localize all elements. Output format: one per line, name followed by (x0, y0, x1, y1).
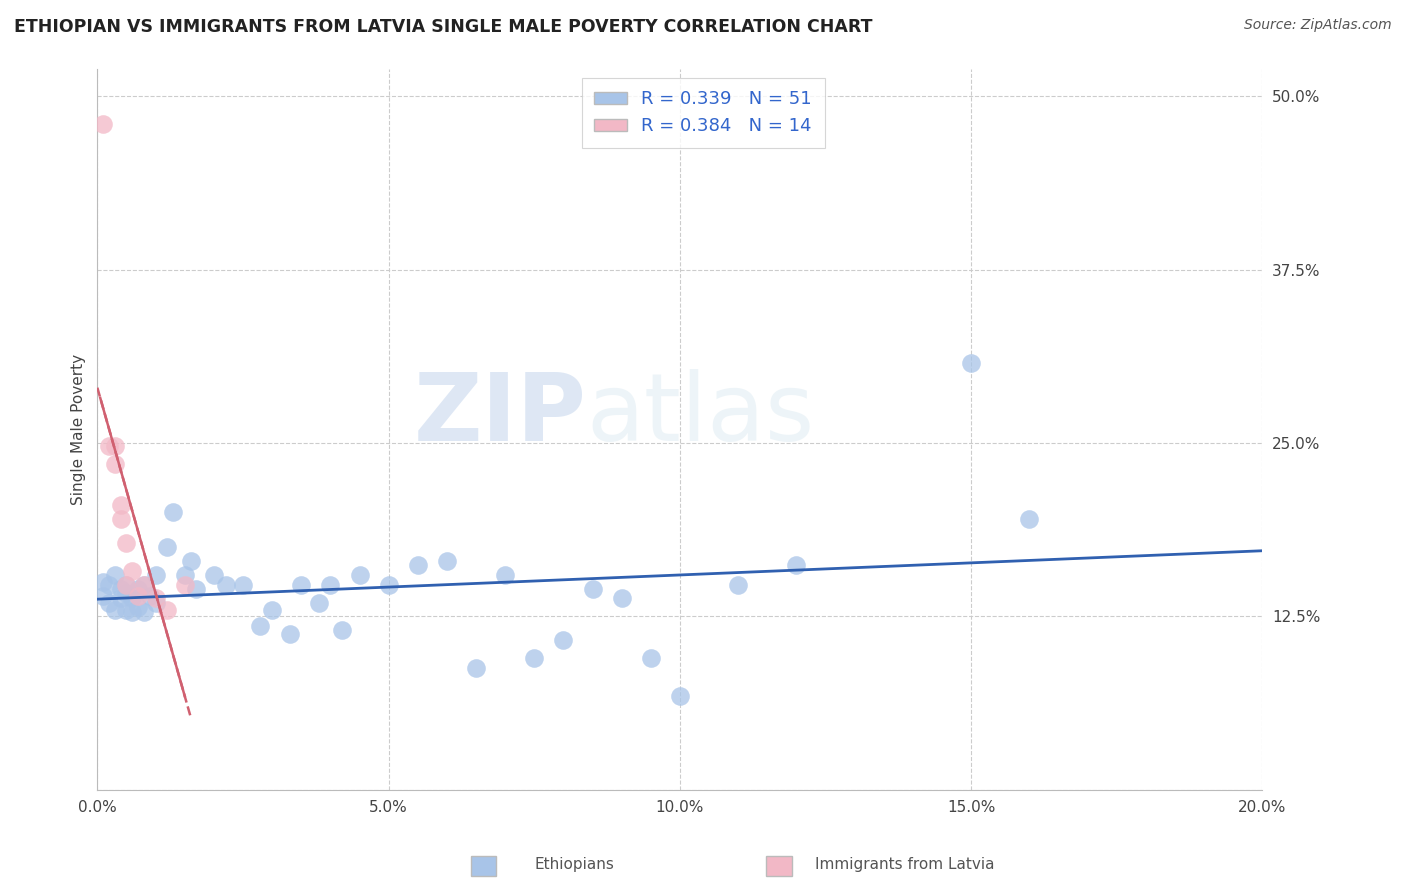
Point (104, 457, 127, 471)
Point (110, 512, 132, 526)
Point (132, 577, 155, 591)
Point (132, 605, 155, 619)
Text: ZIP: ZIP (413, 368, 586, 461)
Point (91, 589, 114, 603)
Point (278, 627, 301, 641)
Point (785, 558, 807, 573)
Point (115, 577, 138, 591)
Point (232, 577, 254, 591)
Point (110, 499, 132, 513)
Point (180, 554, 202, 568)
Point (319, 577, 342, 591)
Point (377, 577, 399, 591)
Point (465, 661, 488, 675)
Point (121, 591, 143, 606)
Point (308, 596, 330, 610)
Point (523, 651, 546, 665)
Point (349, 567, 371, 582)
Point (139, 589, 162, 603)
Point (156, 540, 179, 554)
Point (115, 577, 138, 591)
Point (98, 577, 121, 591)
Point (127, 582, 149, 596)
Point (249, 619, 271, 633)
Point (214, 577, 236, 591)
Point (115, 602, 138, 616)
Point (121, 564, 143, 578)
Point (127, 589, 149, 603)
Point (104, 602, 127, 616)
Point (145, 567, 167, 582)
Text: Immigrants from Latvia: Immigrants from Latvia (815, 857, 995, 872)
Text: atlas: atlas (586, 368, 815, 461)
Point (330, 624, 353, 638)
Text: Source: ZipAtlas.com: Source: ZipAtlas.com (1244, 18, 1392, 32)
Point (115, 586, 138, 600)
Text: Ethiopians: Ethiopians (534, 857, 614, 872)
Point (610, 591, 633, 606)
Point (132, 577, 155, 591)
Point (186, 582, 208, 596)
Point (91, 574, 114, 589)
Point (110, 591, 132, 606)
Point (110, 582, 132, 596)
Point (669, 689, 692, 703)
Point (406, 558, 429, 573)
Point (91, 117, 114, 131)
Point (127, 599, 149, 614)
Point (173, 577, 195, 591)
Point (162, 505, 184, 519)
Point (553, 633, 575, 648)
Text: ETHIOPIAN VS IMMIGRANTS FROM LATVIA SINGLE MALE POVERTY CORRELATION CHART: ETHIOPIAN VS IMMIGRANTS FROM LATVIA SING… (14, 18, 873, 36)
Point (494, 567, 516, 582)
Point (98, 439, 121, 453)
Point (104, 567, 127, 582)
Point (115, 536, 138, 550)
Point (145, 596, 167, 610)
Point (156, 602, 179, 616)
Point (98, 596, 121, 610)
Legend: R = 0.339   N = 51, R = 0.384   N = 14: R = 0.339 N = 51, R = 0.384 N = 14 (582, 78, 825, 148)
Point (581, 582, 603, 596)
Point (1018, 512, 1040, 526)
Point (104, 439, 127, 453)
Point (290, 577, 312, 591)
Point (262, 602, 284, 616)
Point (436, 554, 458, 568)
Point (145, 591, 167, 606)
Point (121, 605, 143, 619)
Point (640, 651, 662, 665)
Point (960, 355, 983, 369)
Y-axis label: Single Male Poverty: Single Male Poverty (72, 353, 86, 505)
Point (173, 567, 195, 582)
Point (202, 567, 225, 582)
Point (727, 577, 749, 591)
